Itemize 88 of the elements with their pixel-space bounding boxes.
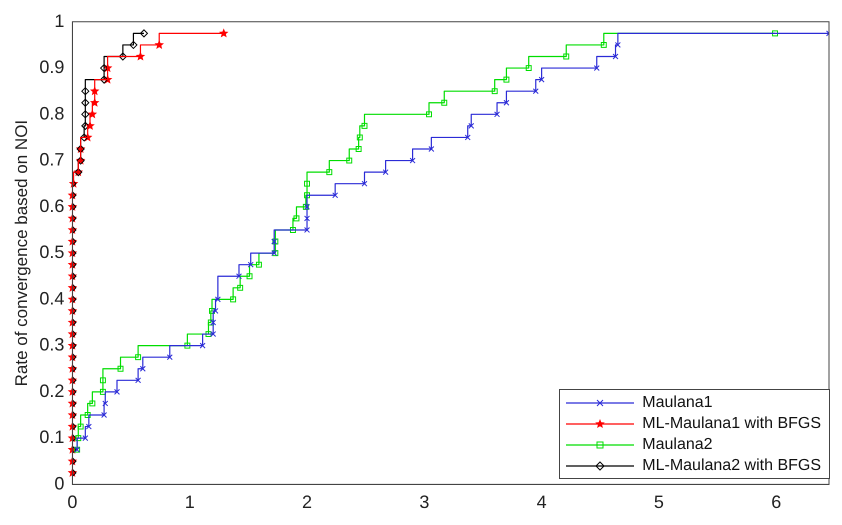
point	[248, 262, 254, 268]
point	[492, 88, 498, 94]
point	[210, 331, 216, 338]
point	[346, 158, 352, 164]
point	[118, 366, 124, 372]
point	[214, 296, 221, 302]
point	[210, 320, 216, 326]
point	[209, 308, 215, 314]
point	[86, 424, 92, 430]
point	[772, 30, 778, 36]
point	[206, 331, 212, 338]
x-tick-label: 1	[184, 492, 195, 512]
x-tick-label: 2	[302, 492, 312, 512]
point	[100, 377, 106, 384]
y-tick-label: 0.7	[39, 150, 64, 170]
y-axis-title: Rate of convergence based on NOI	[12, 120, 31, 386]
point	[114, 388, 120, 395]
y-tick-label: 1	[54, 10, 64, 31]
point	[256, 262, 262, 268]
point	[230, 296, 236, 302]
point	[426, 111, 432, 118]
y-tick-label: 0.1	[39, 427, 64, 448]
point	[89, 400, 96, 406]
legend-label: Maulana1	[642, 393, 713, 413]
point	[140, 366, 146, 372]
point	[503, 76, 510, 83]
point	[468, 122, 474, 129]
y-tick-label: 0.2	[39, 380, 64, 401]
y-tick-label: 0.9	[39, 57, 64, 78]
y-tick-label: 0	[54, 473, 64, 494]
point	[526, 65, 532, 72]
point	[503, 100, 510, 106]
point	[532, 88, 539, 94]
point	[594, 65, 600, 72]
point	[82, 435, 88, 442]
point	[184, 342, 190, 349]
point	[78, 424, 84, 430]
point	[612, 54, 618, 60]
point	[237, 284, 244, 291]
point	[304, 215, 310, 222]
point	[304, 180, 310, 187]
x-tick-label: 0	[67, 492, 78, 512]
point	[290, 226, 296, 233]
point	[293, 215, 300, 222]
point	[410, 158, 416, 164]
point	[326, 169, 332, 176]
point	[101, 412, 108, 418]
point	[246, 273, 253, 280]
point	[600, 42, 607, 48]
point	[84, 412, 91, 418]
point	[135, 354, 142, 360]
point	[362, 122, 368, 129]
point	[218, 28, 228, 38]
point	[135, 377, 142, 384]
x-tick-label: 4	[536, 492, 547, 512]
point	[356, 146, 362, 152]
x-tick-label: 3	[419, 492, 430, 512]
y-tick-label: 0.8	[39, 103, 64, 124]
point	[166, 354, 173, 360]
point	[236, 273, 242, 280]
point	[563, 54, 570, 60]
legend-label: ML-Maulana2 with BFGS	[642, 456, 821, 476]
point	[304, 192, 310, 198]
point	[100, 388, 106, 395]
point	[200, 342, 206, 349]
point	[428, 146, 434, 152]
legend-label: ML-Maulana1 with BFGS	[642, 414, 821, 434]
legend-label: Maulana2	[642, 435, 713, 455]
point	[102, 400, 108, 406]
point	[441, 100, 448, 106]
point	[75, 435, 82, 442]
y-tick-label: 0.4	[39, 288, 64, 308]
point	[494, 111, 500, 118]
y-tick-label: 0.3	[39, 334, 64, 355]
point	[208, 320, 214, 326]
point	[356, 134, 363, 140]
point	[614, 42, 621, 48]
point	[538, 76, 545, 83]
point	[212, 308, 218, 314]
x-tick-label: 6	[771, 492, 782, 512]
point	[382, 169, 389, 176]
y-tick-label: 0.6	[39, 196, 64, 216]
y-tick-label: 0.5	[39, 242, 64, 262]
x-tick-label: 5	[654, 492, 664, 512]
point	[464, 134, 471, 140]
point	[304, 226, 310, 233]
point	[362, 180, 368, 187]
point	[332, 192, 338, 198]
